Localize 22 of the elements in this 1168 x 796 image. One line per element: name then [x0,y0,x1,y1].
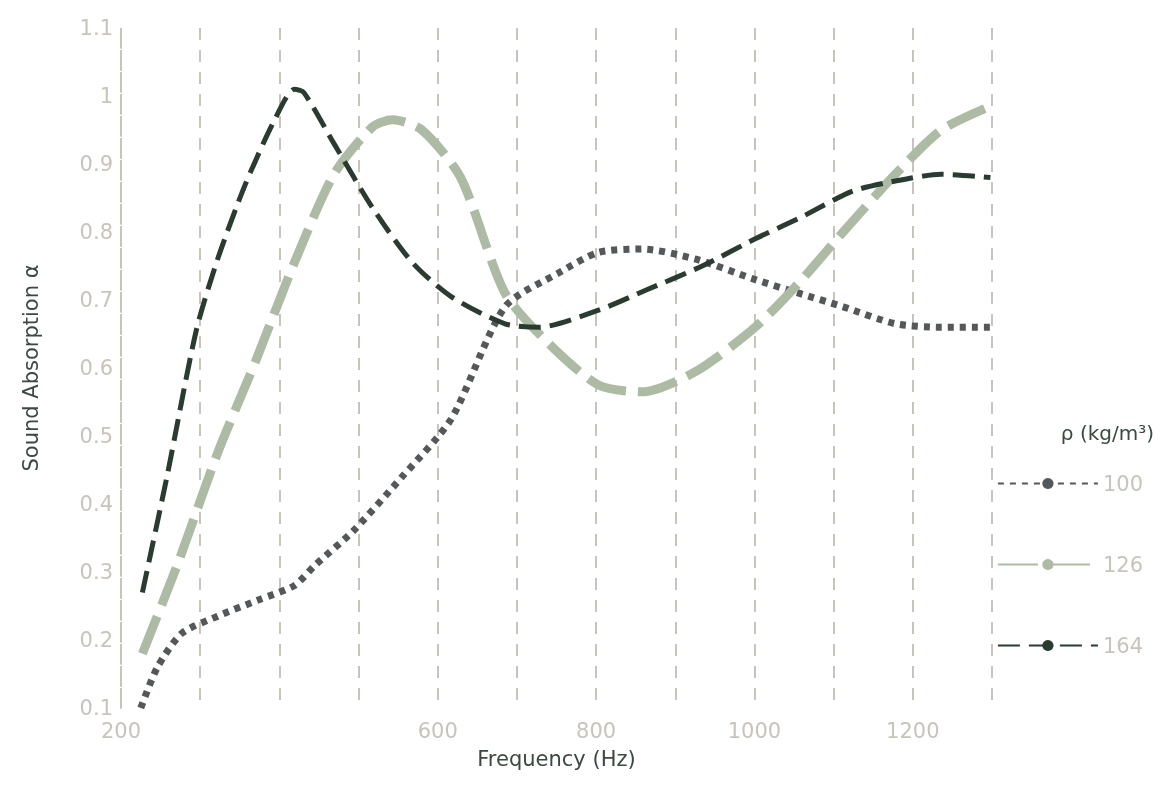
legend-title: ρ (kg/m³) [1060,421,1155,445]
x-axis-title: Frequency (Hz) [477,746,636,771]
y-tick-label: 0.3 [79,560,113,584]
y-tick-label: 0.1 [79,696,113,720]
y-tick-label: 0.9 [79,152,113,176]
y-tick-label: 0.8 [79,220,113,244]
y-axis-title: Sound Absorption α [18,264,43,472]
x-tick-label: 200 [100,718,142,743]
y-tick-label: 0.4 [79,492,113,516]
y-tick-label: 1 [99,84,113,108]
legend-label: 126 [1102,552,1144,577]
x-tick-label: 1000 [727,718,782,743]
legend-label: 100 [1102,471,1144,496]
y-tick-label: 0.7 [79,288,113,312]
y-tick-label: 0.6 [79,356,113,380]
y-tick-label: 0.5 [79,424,113,448]
x-tick-label: 600 [417,718,458,743]
x-tick-label: 1200 [886,718,940,743]
y-tick-label: 0.2 [79,628,113,652]
legend-label: 164 [1102,633,1144,658]
y-tick-label: 1.1 [79,16,113,40]
x-tick-label: 800 [576,718,617,743]
